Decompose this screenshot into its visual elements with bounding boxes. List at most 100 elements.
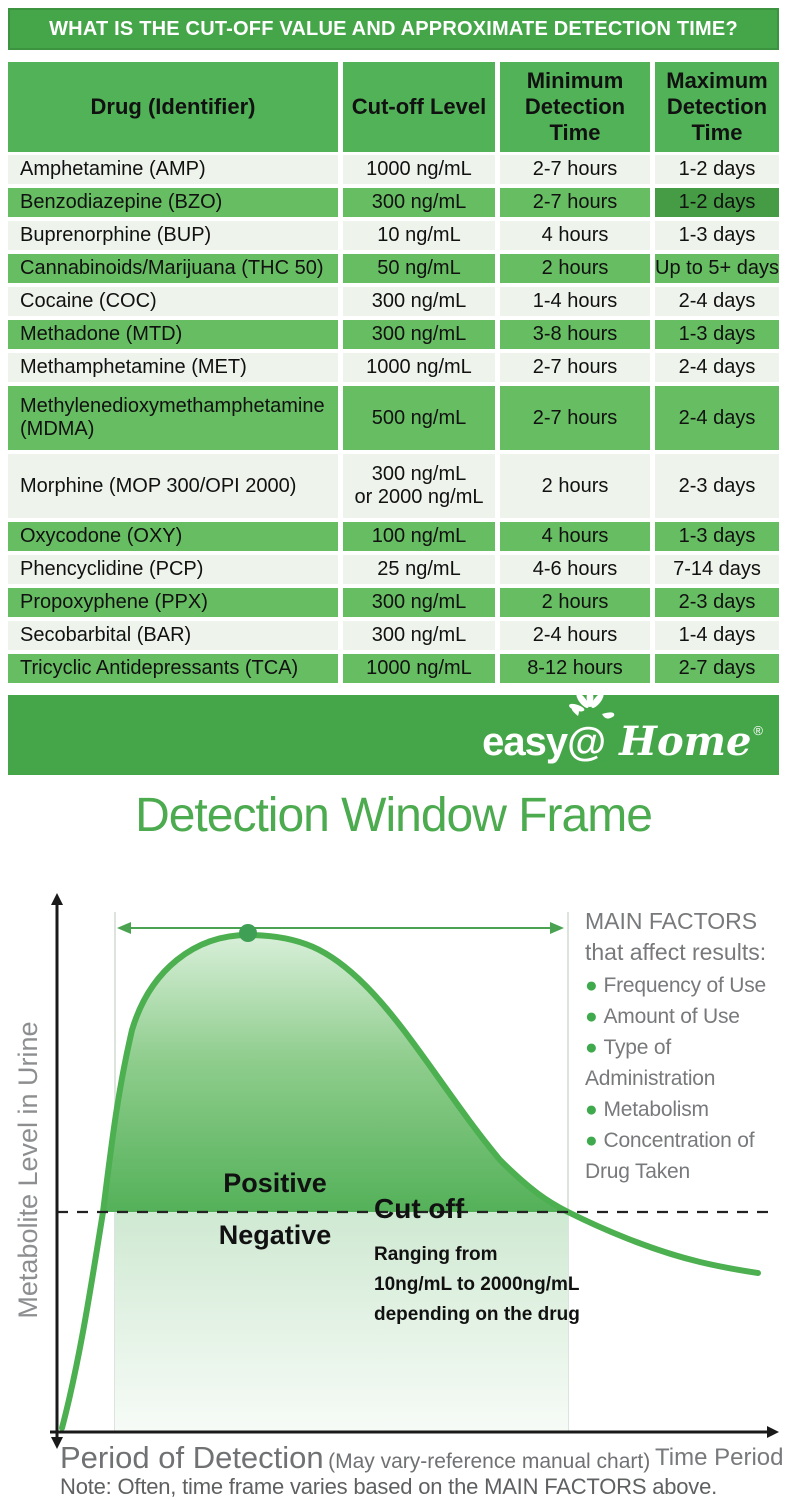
table-cell-drug: Tricyclic Antidepressants (TCA): [8, 654, 338, 683]
table-cell-drug: Morphine (MOP 300/OPI 2000): [8, 454, 338, 518]
logo-text-easy: easy@: [482, 720, 606, 764]
arrow-right-head: [550, 922, 564, 934]
table-cell-min: 2 hours: [500, 588, 650, 617]
table-row: Oxycodone (OXY) 100 ng/mL 4 hours 1-3 days: [8, 522, 779, 551]
table-cell-drug: Amphetamine (AMP): [8, 155, 338, 184]
table-cell-drug: Benzodiazepine (BZO): [8, 188, 338, 217]
factor-item: ● Amount of Use: [585, 1001, 787, 1032]
table-cell-max: 1-3 days: [655, 522, 779, 551]
table-cell-drug: Oxycodone (OXY): [8, 522, 338, 551]
bullet-icon: ●: [585, 974, 598, 997]
detection-window-chart: [50, 893, 779, 1449]
table-cell-max: 2-7 days: [655, 654, 779, 683]
table-row: Morphine (MOP 300/OPI 2000) 300 ng/mL or …: [8, 454, 779, 518]
factor-text: Type of Administration: [585, 1036, 716, 1090]
table-cell-min: 2-7 hours: [500, 188, 650, 217]
column-header-cutoff: Cut-off Level: [343, 62, 495, 152]
table-row: Cocaine (COC) 300 ng/mL 1-4 hours 2-4 days: [8, 287, 779, 316]
table-cell-cutoff: 300 ng/mL: [343, 287, 495, 316]
positive-label: Positive: [223, 1168, 327, 1198]
negative-region: [115, 1212, 568, 1432]
y-axis-top-arrow: [51, 893, 63, 905]
table-cell-max: 2-4 days: [655, 287, 779, 316]
table-cell-max: 2-3 days: [655, 588, 779, 617]
main-factors-heading: MAIN FACTORS that affect results:: [585, 908, 767, 965]
table-cell-max: 1-4 days: [655, 621, 779, 650]
table-cell-min: 8-12 hours: [500, 654, 650, 683]
arrow-left-head: [117, 922, 131, 934]
drug-table: Drug (Identifier) Cut-off Level Minimum …: [8, 62, 779, 687]
table-cell-cutoff: 50 ng/mL: [343, 254, 495, 283]
table-cell-max: 2-4 days: [655, 353, 779, 382]
factor-item: ● Concentration of Drug Taken: [585, 1125, 787, 1187]
table-cell-min: 2-4 hours: [500, 621, 650, 650]
x-axis-caption-main: Period of Detection: [60, 1440, 324, 1475]
positive-region: [103, 935, 568, 1212]
table-row: Amphetamine (AMP) 1000 ng/mL 2-7 hours 1-2 …: [8, 155, 779, 184]
table-cell-drug: Propoxyphene (PPX): [8, 588, 338, 617]
table-cell-max: 1-2 days: [655, 188, 779, 217]
factors-list: ● Frequency of Use ● Amount of Use ● Type of …: [585, 970, 787, 1187]
table-cell-max: 2-4 days: [655, 386, 779, 450]
column-header-drug: Drug (Identifier): [8, 62, 338, 152]
table-cell-min: 4 hours: [500, 522, 650, 551]
table-cell-min: 2-7 hours: [500, 155, 650, 184]
table-row: Methadone (MTD) 300 ng/mL 3-8 hours 1-3 day…: [8, 320, 779, 349]
table-cell-min: 4-6 hours: [500, 555, 650, 584]
easyathome-logo: easy@ Home ®: [482, 689, 763, 765]
bullet-icon: ●: [585, 1129, 598, 1152]
table-cell-cutoff: 500 ng/mL: [343, 386, 495, 450]
table-cell-min: 1-4 hours: [500, 287, 650, 316]
x-axis-arrow: [767, 1426, 779, 1438]
table-cell-drug: Phencyclidine (PCP): [8, 555, 338, 584]
table-row: Cannabinoids/Marijuana (THC 50) 50 ng/mL 2…: [8, 254, 779, 283]
infographic-title: WHAT IS THE CUT-OFF VALUE AND APPROXIMAT…: [49, 17, 738, 40]
table-cell-cutoff: 1000 ng/mL: [343, 654, 495, 683]
bullet-icon: ●: [585, 1098, 598, 1121]
negative-label: Negative: [218, 1220, 332, 1250]
table-cell-max: 1-3 days: [655, 221, 779, 250]
table-row: Phencyclidine (PCP) 25 ng/mL 4-6 hours 7-14…: [8, 555, 779, 584]
table-cell-max: 1-3 days: [655, 320, 779, 349]
table-cell-drug: Cannabinoids/Marijuana (THC 50): [8, 254, 338, 283]
factor-text: Metabolism: [603, 1098, 709, 1121]
logo-text-home: Home: [619, 718, 752, 765]
drug-table-rows: Amphetamine (AMP) 1000 ng/mL 2-7 hours 1-2 …: [8, 155, 779, 683]
table-cell-drug: Buprenorphine (BUP): [8, 221, 338, 250]
section-title: Detection Window Frame: [135, 789, 653, 842]
table-cell-cutoff: 300 ng/mL: [343, 621, 495, 650]
table-cell-min: 2 hours: [500, 254, 650, 283]
table-cell-drug: Methamphetamine (MET): [8, 353, 338, 382]
y-axis-label: Metabolite Level in Urine: [13, 1021, 43, 1319]
infographic-title-bar: WHAT IS THE CUT-OFF VALUE AND APPROXIMAT…: [8, 8, 779, 50]
peak-dot: [239, 924, 257, 942]
table-row: Propoxyphene (PPX) 300 ng/mL 2 hours 2-3 da…: [8, 588, 779, 617]
registered-mark: ®: [753, 723, 763, 738]
table-cell-max: 2-3 days: [655, 454, 779, 518]
time-period-label: Time Period: [655, 1444, 784, 1471]
table-cell-min: 2 hours: [500, 454, 650, 518]
column-header-min-detection: Minimum Detection Time: [500, 62, 650, 152]
table-cell-cutoff: 300 ng/mL: [343, 588, 495, 617]
table-cell-cutoff: 1000 ng/mL: [343, 155, 495, 184]
bullet-icon: ●: [585, 1036, 598, 1059]
table-cell-cutoff: 300 ng/mL or 2000 ng/mL: [343, 454, 495, 518]
table-cell-min: 3-8 hours: [500, 320, 650, 349]
table-row: Benzodiazepine (BZO) 300 ng/mL 2-7 hours 1-…: [8, 188, 779, 217]
table-row: Tricyclic Antidepressants (TCA) 1000 ng/m…: [8, 654, 779, 683]
table-row: Methylenedioxymethamphetamine (MDMA) 500 …: [8, 386, 779, 450]
table-cell-cutoff: 100 ng/mL: [343, 522, 495, 551]
column-header-max-detection: Maximum Detection Time: [655, 62, 779, 152]
factor-item: ● Type of Administration: [585, 1032, 787, 1094]
x-axis-caption-sub: (May vary-reference manual chart): [328, 1450, 651, 1473]
table-cell-min: 2-7 hours: [500, 353, 650, 382]
brand-bar: easy@ Home ®: [8, 689, 779, 775]
table-cell-cutoff: 25 ng/mL: [343, 555, 495, 584]
table-row: Secobarbital (BAR) 300 ng/mL 2-4 hours 1-4 …: [8, 621, 779, 650]
table-row: Buprenorphine (BUP) 10 ng/mL 4 hours 1-3 da…: [8, 221, 779, 250]
cutoff-label: Cut off: [374, 1193, 465, 1224]
bullet-icon: ●: [585, 1005, 598, 1028]
factor-text: Concentration of Drug Taken: [585, 1129, 755, 1183]
table-cell-max: 7-14 days: [655, 555, 779, 584]
y-axis-bottom-arrow: [51, 1437, 63, 1449]
